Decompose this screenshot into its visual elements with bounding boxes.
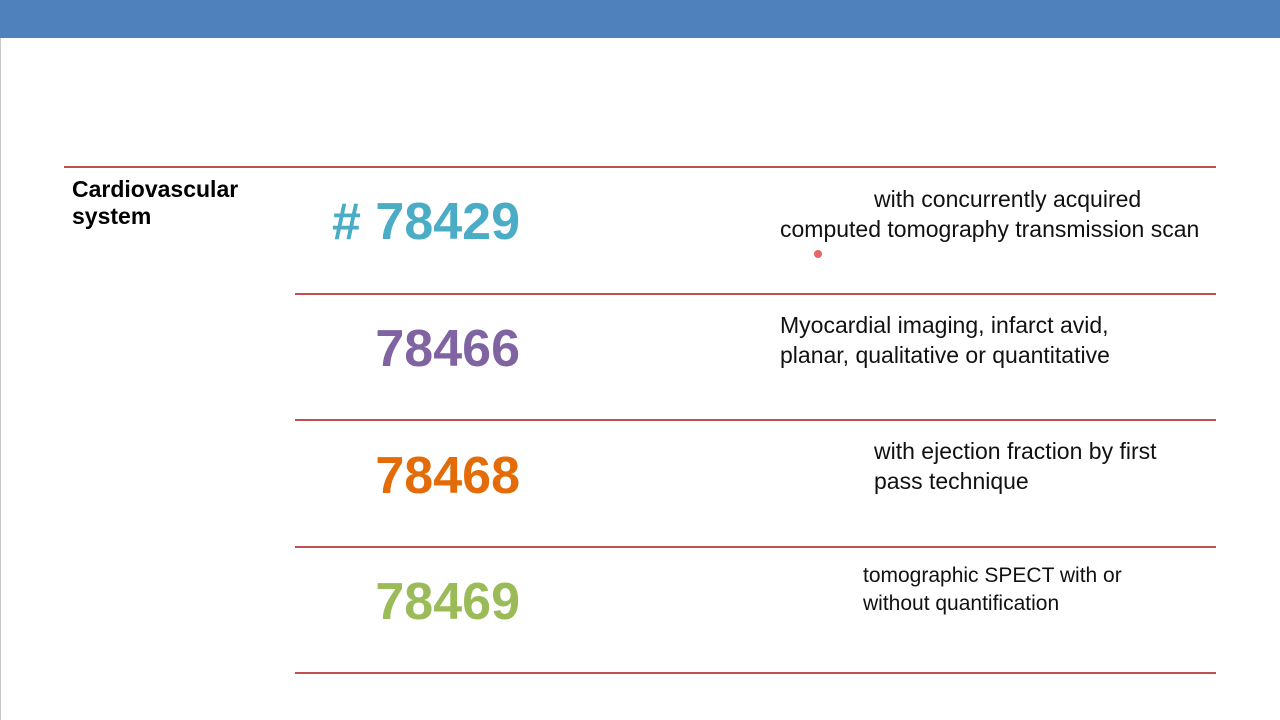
laser-pointer [814,250,822,258]
slide-border [0,38,1,720]
code-78468: 78468 [375,447,520,505]
table-rule [295,293,1216,295]
category-label: Cardiovascular system [72,176,239,229]
code-78466: 78466 [375,320,520,378]
description-78469: tomographic SPECT with or without quanti… [863,564,1122,615]
header-bar [0,0,1280,38]
code-78429: # 78429 [332,193,520,251]
description-78466: Myocardial imaging, infarct avid, planar… [780,312,1110,368]
table-rule-bottom [295,672,1216,674]
table-rule-top [64,166,1216,168]
table-rule [295,419,1216,421]
table-rule [295,546,1216,548]
description-78468: with ejection fraction by first pass tec… [874,438,1157,494]
code-78469: 78469 [375,573,520,631]
description-78429: with concurrently acquired computed tomo… [780,186,1200,242]
